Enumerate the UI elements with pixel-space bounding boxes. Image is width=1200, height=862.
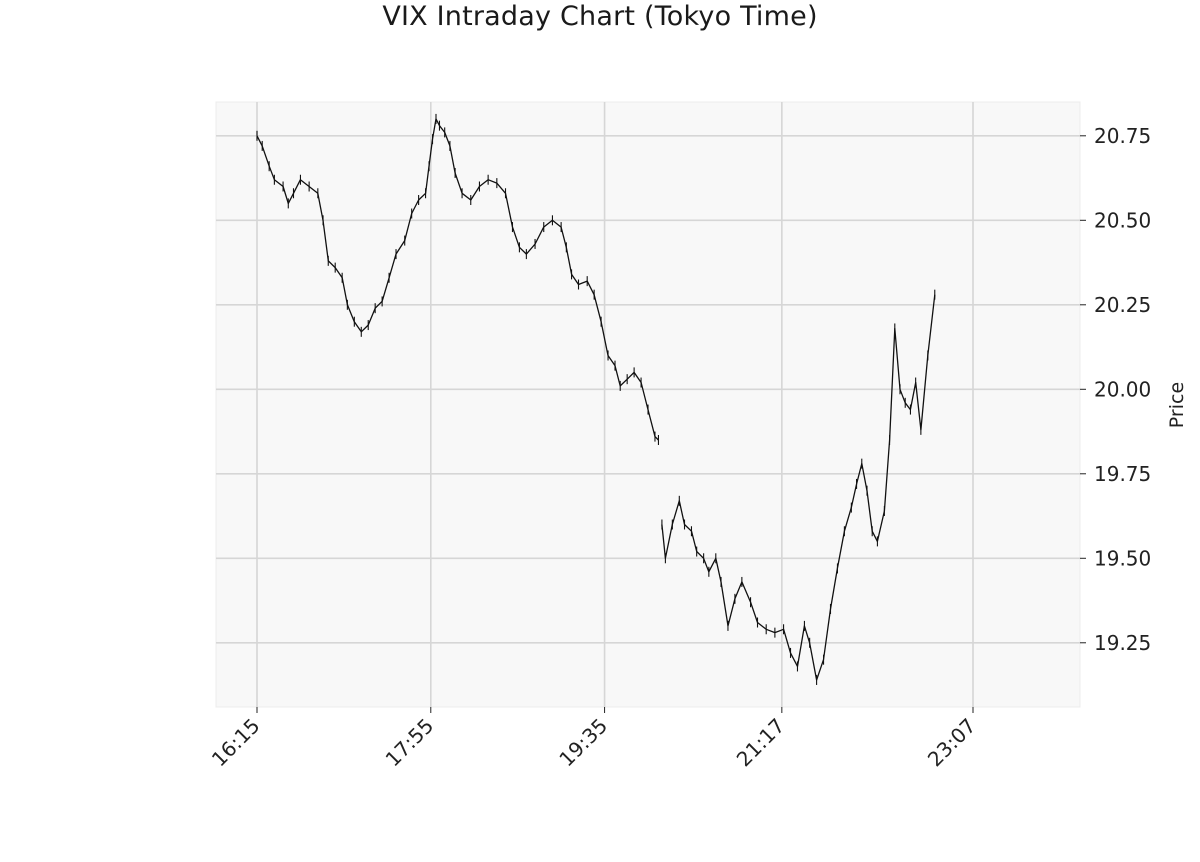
y-tick-label: 20.50 [1094,208,1151,232]
y-tick-label: 19.25 [1094,631,1151,655]
y-tick-label: 20.00 [1094,377,1151,401]
x-tick-label: 16:15 [207,714,265,772]
grid-lines [216,102,1080,707]
x-tick-label: 23:07 [923,714,981,772]
price-line-segment [661,294,936,681]
y-tick-label: 19.50 [1094,546,1151,570]
price-series [256,113,936,685]
x-tick-label: 21:17 [732,714,790,772]
chart-title: VIX Intraday Chart (Tokyo Time) [382,1,818,32]
y-tick-label: 20.75 [1094,124,1151,148]
plot-area [215,101,1081,708]
y-tick-label: 19.75 [1094,462,1151,486]
y-axis-label: Price [1166,382,1188,428]
x-tick-label: 19:35 [554,714,612,772]
y-tick-label: 20.25 [1094,293,1151,317]
x-tick-label: 17:55 [381,714,439,772]
